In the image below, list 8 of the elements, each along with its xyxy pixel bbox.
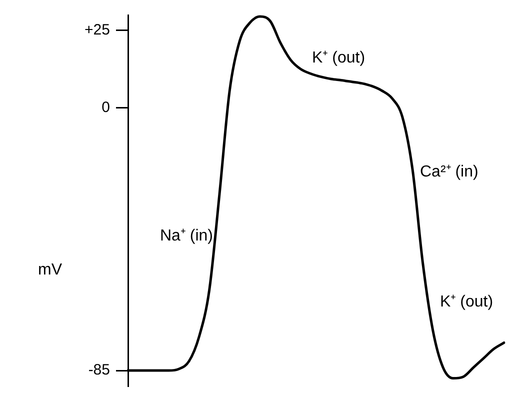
annotation: K⁺ (out) — [312, 49, 366, 66]
annotation: Na⁺ (in) — [160, 227, 214, 244]
y-tick-label: +25 — [84, 22, 110, 39]
y-axis-title: mV — [38, 261, 62, 278]
y-tick-label: -85 — [88, 362, 110, 379]
y-tick-label: 0 — [102, 98, 110, 116]
annotation: Ca²⁺ (in) — [420, 163, 478, 180]
annotation: K⁺ (out) — [440, 293, 494, 310]
